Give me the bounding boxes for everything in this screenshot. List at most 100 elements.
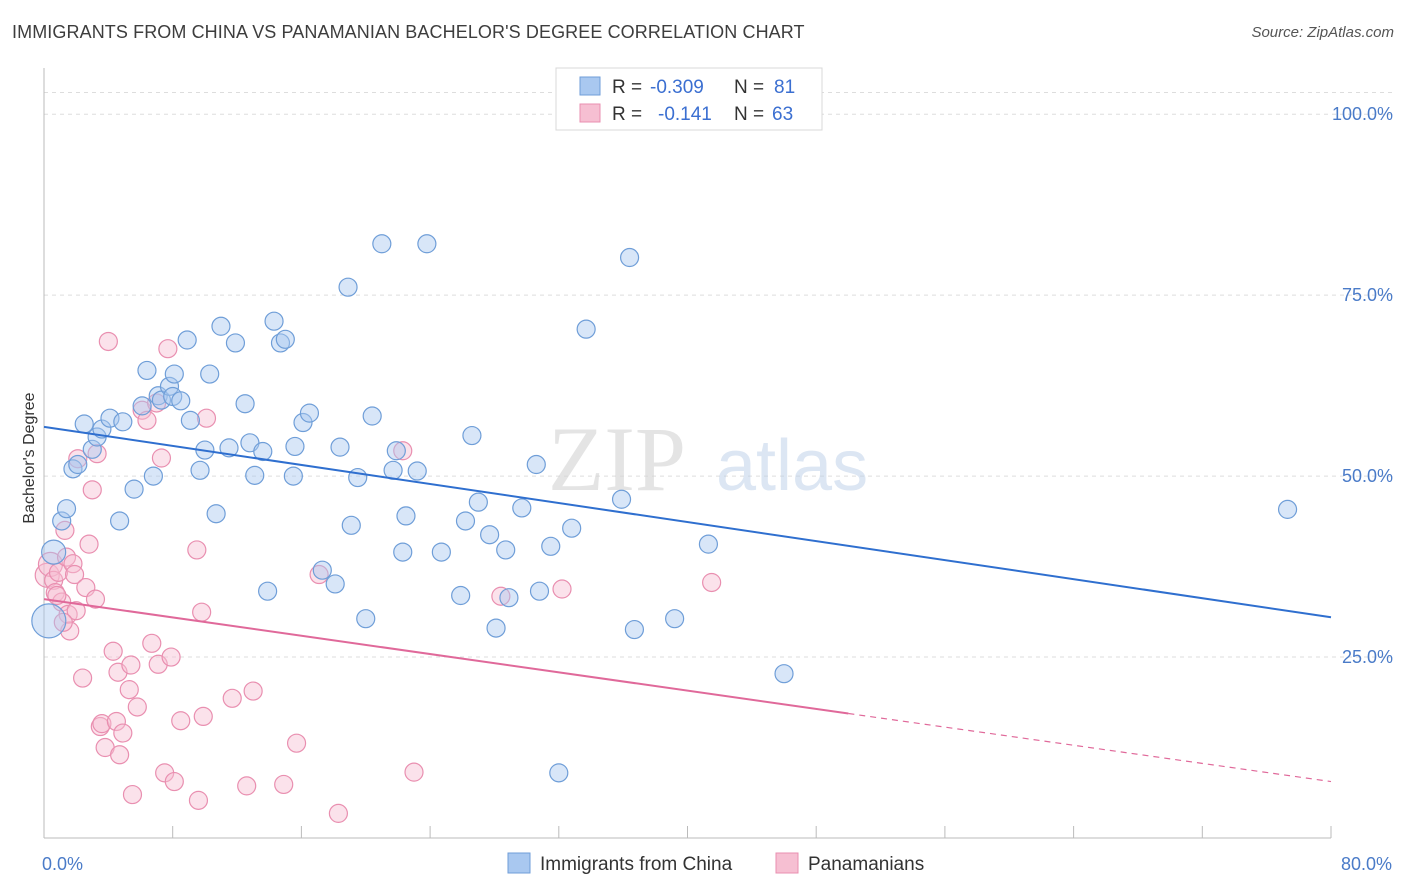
china-point-65	[486, 618, 506, 638]
pan-point-45	[193, 706, 213, 727]
legend-r-pan: -0.141	[658, 104, 712, 125]
bottom-legend-label-china: Immigrants from China	[540, 854, 733, 875]
pan-point-53	[328, 803, 349, 823]
x-tick-label-min: 0.0%	[42, 854, 83, 874]
china-point-40	[283, 466, 303, 486]
bottom-legend-swatch-china	[507, 852, 531, 874]
pan-point-58	[702, 572, 722, 593]
china-point-15	[137, 360, 157, 381]
china-point-50	[356, 609, 376, 629]
legend-n-pan: 63	[772, 104, 793, 125]
bottom-legend-swatch-pan	[775, 852, 799, 874]
china-point-22	[171, 391, 191, 411]
pan-point-23	[106, 711, 126, 732]
china-point-75	[611, 489, 632, 509]
pan-point-33	[142, 633, 162, 653]
china-point-41	[285, 436, 305, 457]
china-point-67	[499, 588, 519, 608]
pan-point-16	[82, 480, 102, 500]
china-point-72	[549, 763, 569, 783]
china-point-34	[245, 465, 265, 485]
x-tick-label-max: 80.0%	[1341, 854, 1392, 874]
china-point-37	[264, 311, 284, 331]
legend-r-label-pan: R =	[612, 104, 642, 125]
china-point-12	[113, 412, 133, 432]
china-point-9	[92, 419, 112, 439]
y-tick-label-3: 100.0%	[1332, 104, 1393, 124]
pan-point-51	[286, 733, 307, 753]
china-point-57	[407, 461, 427, 481]
china-point-30	[219, 438, 239, 458]
china-point-81	[1277, 499, 1298, 519]
china-point-44	[312, 560, 332, 580]
china-point-1	[41, 539, 67, 565]
china-point-21	[164, 364, 184, 384]
pan-point-11	[64, 564, 85, 585]
pan-point-26	[113, 723, 133, 743]
axes	[43, 68, 1332, 839]
pan-point-56	[491, 586, 511, 606]
china-point-42	[293, 412, 313, 433]
pan-point-39	[161, 647, 181, 667]
pan-point-25	[110, 745, 130, 765]
gridlines	[44, 91, 1393, 658]
legend-swatch-pan	[579, 103, 601, 123]
pan-point-49	[243, 681, 263, 701]
china-point-71	[541, 536, 561, 556]
china-point-63	[468, 492, 488, 512]
bottom-legend-label-pan: Panamanians	[808, 854, 924, 875]
china-point-68	[512, 498, 532, 518]
pan-point-42	[187, 540, 207, 560]
legend-r-china: -0.309	[650, 77, 704, 98]
chart-title: IMMIGRANTS FROM CHINA VS PANAMANIAN BACH…	[12, 22, 805, 42]
china-point-76	[619, 247, 640, 268]
china-point-16	[143, 466, 163, 486]
pan-point-12	[68, 449, 88, 469]
watermark-atlas: atlas	[716, 426, 868, 506]
pan-point-46	[196, 408, 217, 428]
pan-point-41	[171, 711, 191, 731]
china-point-25	[190, 460, 210, 480]
china-point-52	[372, 234, 392, 254]
china-point-36	[258, 581, 278, 601]
pan-point-36	[151, 448, 172, 468]
chart-source: Source: ZipAtlas.com	[1251, 24, 1394, 41]
china-point-2	[52, 511, 72, 531]
china-point-35	[253, 441, 273, 462]
china-point-55	[393, 542, 413, 562]
china-point-11	[110, 511, 130, 531]
china-point-48	[341, 515, 361, 535]
pan-point-47	[222, 688, 242, 708]
legend-n-china: 81	[774, 77, 795, 98]
pan-point-54	[393, 441, 413, 461]
china-point-32	[235, 394, 255, 414]
pan-point-44	[192, 602, 212, 622]
china-point-64	[480, 525, 500, 545]
china-point-39	[275, 329, 295, 349]
china-point-28	[206, 504, 226, 524]
china-point-56	[396, 506, 416, 526]
china-point-31	[225, 333, 246, 353]
china-point-70	[529, 581, 550, 601]
china-point-0	[31, 603, 67, 639]
y-tick-label-0: 25.0%	[1342, 647, 1393, 667]
china-point-61	[455, 511, 476, 531]
china-trend-line	[43, 425, 1332, 619]
y-tick-label-2: 75.0%	[1342, 285, 1393, 305]
pan-point-29	[122, 784, 143, 805]
china-point-24	[180, 410, 200, 430]
china-point-74	[576, 319, 596, 339]
series-immigrants-from-china	[31, 234, 1298, 783]
pan-point-30	[127, 697, 147, 717]
china-point-78	[665, 609, 685, 629]
y-axis-label: Bachelor's Degree	[21, 392, 38, 523]
y-tick-labels: 25.0% 50.0% 75.0% 100.0%	[1332, 104, 1393, 667]
china-point-29	[211, 316, 231, 336]
china-point-54	[386, 441, 406, 461]
pan-point-48	[237, 776, 257, 796]
china-point-7	[82, 439, 102, 459]
china-point-66	[496, 540, 516, 560]
china-point-73	[562, 518, 582, 538]
pan-point-19	[92, 714, 112, 734]
